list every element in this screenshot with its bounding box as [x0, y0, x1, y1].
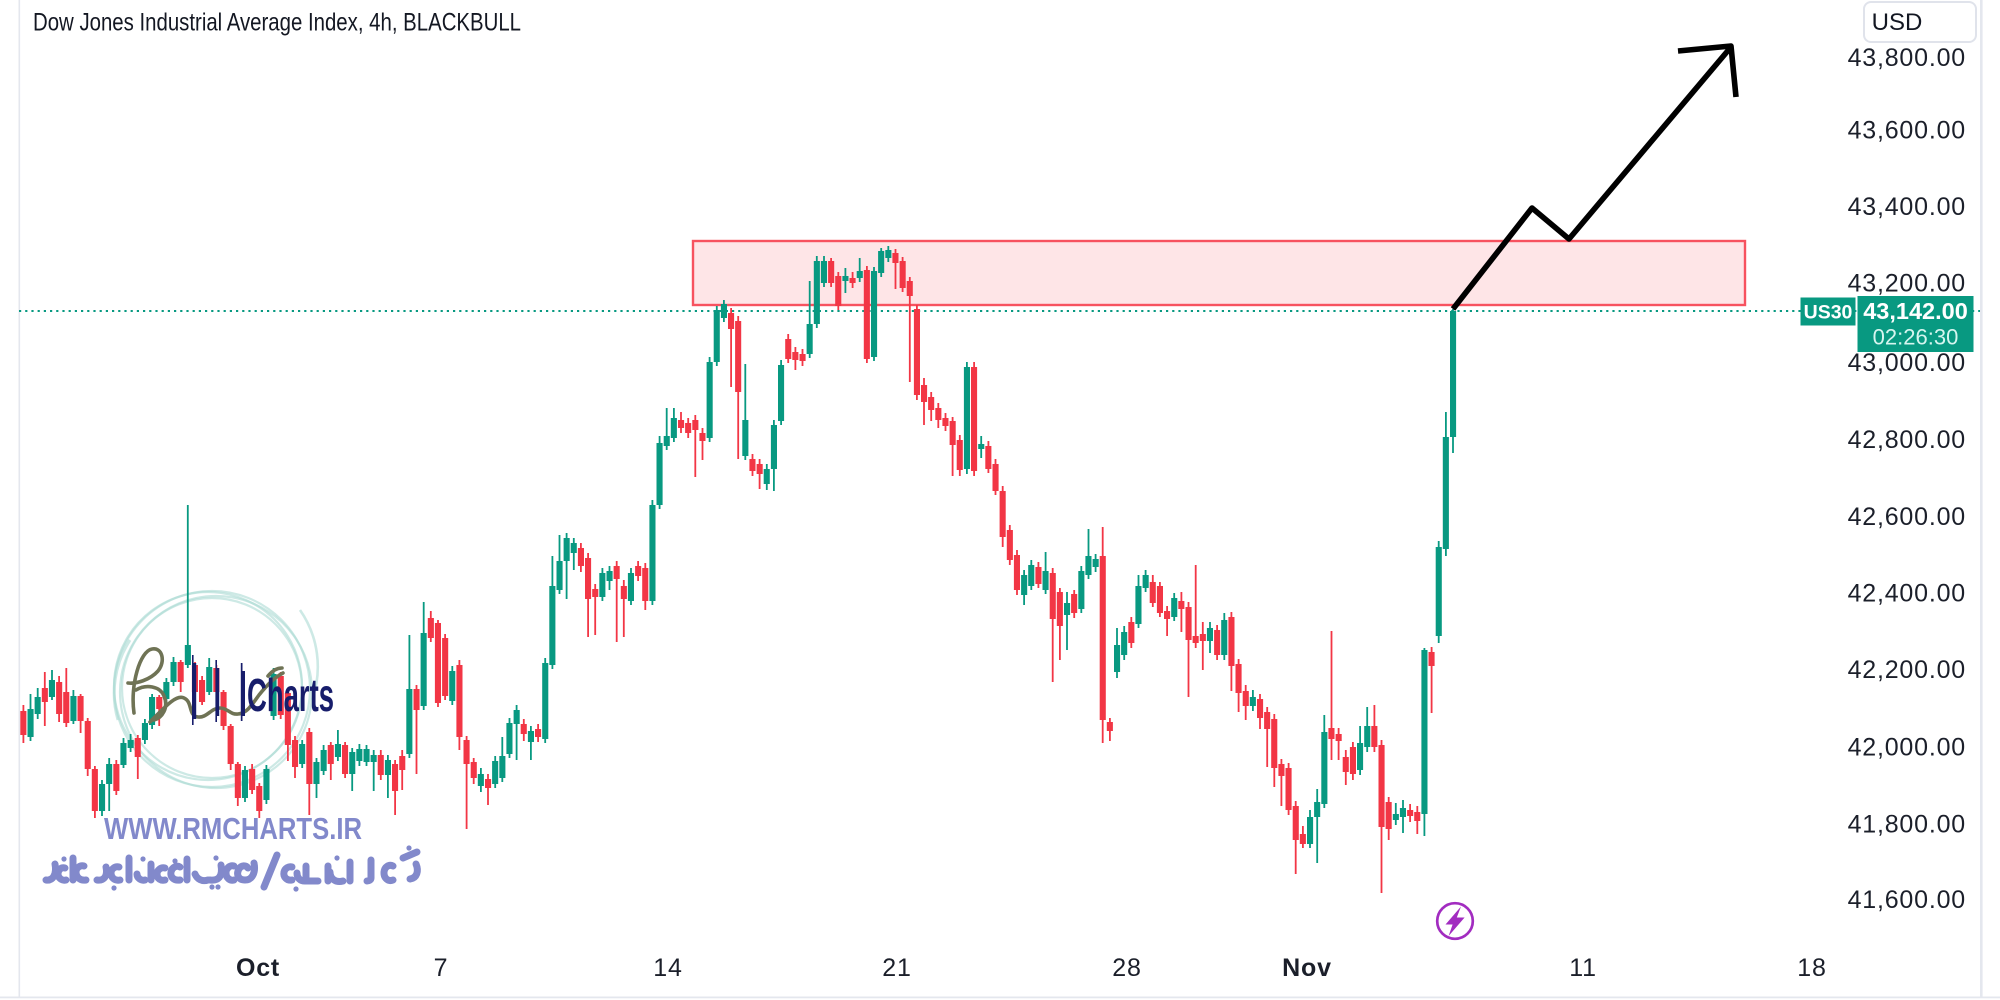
svg-text:WWW.RMCHARTS.IR: WWW.RMCHARTS.IR [104, 811, 362, 846]
svg-text:7: 7 [434, 954, 449, 982]
svg-text:21: 21 [882, 954, 911, 982]
svg-text:Dow Jones Industrial Average I: Dow Jones Industrial Average Index, 4h, … [33, 9, 521, 37]
svg-text:02:26:30: 02:26:30 [1873, 325, 1959, 350]
svg-text:Nov: Nov [1282, 954, 1332, 982]
svg-text:Charts: Charts [247, 669, 334, 721]
svg-text:43,800.00: 43,800.00 [1848, 44, 1966, 72]
svg-text:US30: US30 [1804, 302, 1853, 324]
svg-text:Oct: Oct [236, 954, 280, 982]
svg-text:USD: USD [1872, 9, 1923, 36]
svg-text:43,000.00: 43,000.00 [1848, 349, 1966, 377]
svg-text:43,400.00: 43,400.00 [1848, 193, 1966, 221]
svg-text:43,142.00: 43,142.00 [1863, 298, 1968, 324]
svg-text:28: 28 [1112, 954, 1141, 982]
svg-text:42,600.00: 42,600.00 [1848, 503, 1966, 531]
svg-text:41,800.00: 41,800.00 [1848, 811, 1966, 839]
svg-text:18: 18 [1797, 954, 1826, 982]
svg-text:11: 11 [1569, 954, 1597, 982]
svg-text:42,400.00: 42,400.00 [1848, 580, 1966, 608]
svg-text:42,800.00: 42,800.00 [1848, 426, 1966, 454]
svg-text:42,200.00: 42,200.00 [1848, 656, 1966, 684]
svg-text:41,600.00: 41,600.00 [1848, 886, 1966, 914]
svg-text:43,200.00: 43,200.00 [1848, 270, 1966, 298]
svg-text:14: 14 [653, 954, 682, 982]
svg-text:42,000.00: 42,000.00 [1848, 734, 1966, 762]
svg-text:43,600.00: 43,600.00 [1848, 117, 1966, 145]
